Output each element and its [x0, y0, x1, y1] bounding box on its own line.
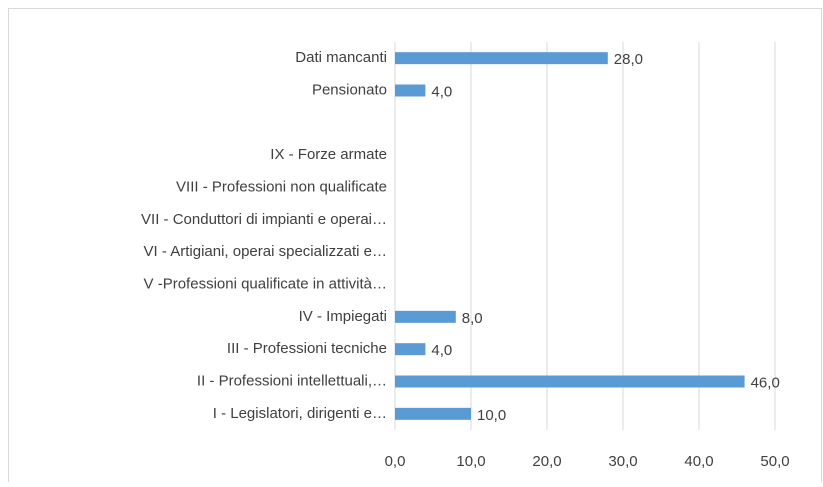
- bar: [395, 407, 471, 420]
- y-tick-label: V -Professioni qualificate in attività…: [144, 275, 387, 292]
- x-tick-label: 30,0: [608, 453, 637, 470]
- y-tick-label: VII - Conduttori di impianti e operai…: [141, 211, 387, 228]
- y-tick-label: II - Professioni intellettuali,…: [197, 372, 387, 389]
- chart-border: [8, 8, 822, 487]
- y-tick-label: Pensionato: [312, 81, 387, 98]
- data-label: 28,0: [614, 51, 643, 68]
- data-label: 4,0: [431, 83, 452, 100]
- bar: [395, 84, 426, 97]
- x-tick-label: 20,0: [532, 453, 561, 470]
- data-label: 4,0: [431, 342, 452, 359]
- y-tick-label: VIII - Professioni non qualificate: [176, 178, 387, 195]
- x-tick-label: 50,0: [760, 453, 789, 470]
- x-tick-label: 40,0: [684, 453, 713, 470]
- y-tick-label: I - Legislatori, dirigenti e…: [213, 405, 387, 422]
- y-tick-label: VI - Artigiani, operai specializzati e…: [144, 243, 387, 260]
- x-tick-label: 10,0: [456, 453, 485, 470]
- bar: [395, 310, 456, 323]
- y-tick-label: III - Professioni tecniche: [227, 340, 387, 357]
- y-tick-label: Dati mancanti: [295, 49, 387, 66]
- bar: [395, 343, 426, 356]
- bar: [395, 52, 608, 65]
- bar: [395, 375, 745, 388]
- y-tick-label: IX - Forze armate: [270, 146, 387, 163]
- y-tick-label: IV - Impiegati: [299, 308, 387, 325]
- data-label: 10,0: [477, 407, 506, 424]
- x-tick-label: 0,0: [385, 453, 406, 470]
- data-label: 8,0: [462, 310, 483, 327]
- data-label: 46,0: [751, 374, 780, 391]
